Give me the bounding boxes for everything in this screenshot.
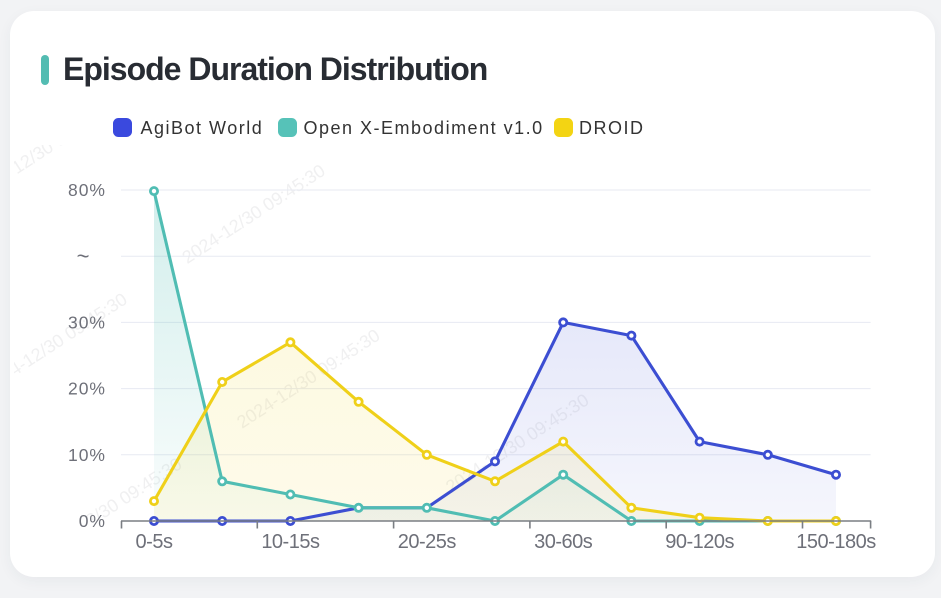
svg-text:10%: 10% [68,445,106,465]
svg-text:80%: 80% [68,180,106,200]
svg-text:30%: 30% [68,312,106,332]
svg-text:150-180s: 150-180s [796,531,876,553]
svg-text:10-15s: 10-15s [261,531,320,553]
svg-text:20%: 20% [68,379,106,399]
svg-text:0%: 0% [79,511,106,531]
svg-text:90-120s: 90-120s [665,531,734,553]
svg-text:0-5s: 0-5s [136,531,173,553]
svg-text:30-60s: 30-60s [534,531,593,553]
svg-text:20-25s: 20-25s [398,531,457,553]
svg-text:~: ~ [77,244,90,269]
